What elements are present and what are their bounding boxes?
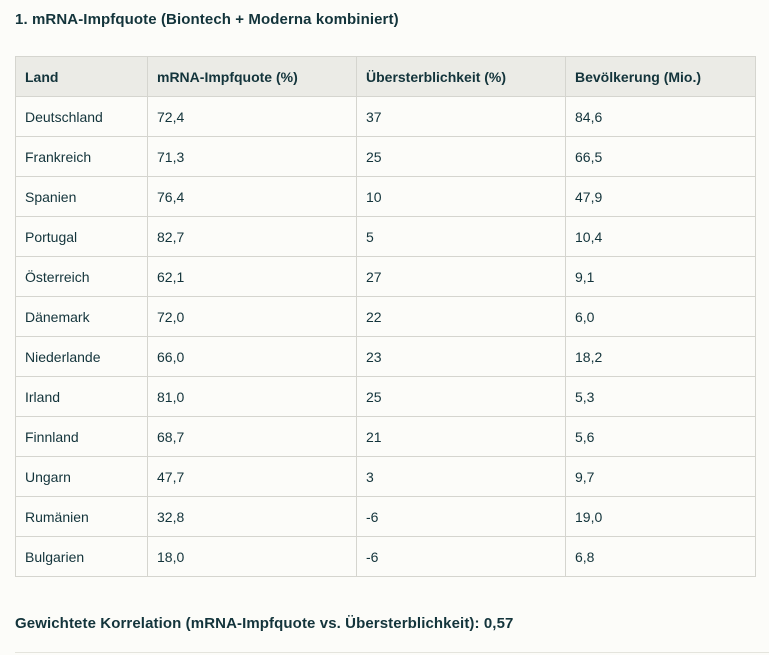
country-cell: Portugal <box>15 216 148 257</box>
value-cell: 21 <box>356 416 566 457</box>
value-cell: 25 <box>356 136 566 177</box>
value-cell: 6,0 <box>565 296 756 337</box>
column-header: mRNA-Impfquote (%) <box>147 56 357 97</box>
value-cell: 18,0 <box>147 536 357 577</box>
table-row: Rumänien 32,8 -6 19,0 <box>15 496 756 537</box>
table-row: Ungarn 47,7 3 9,7 <box>15 456 756 497</box>
value-cell: 66,5 <box>565 136 756 177</box>
country-cell: Irland <box>15 376 148 417</box>
value-cell: 5,6 <box>565 416 756 457</box>
value-cell: -6 <box>356 496 566 537</box>
value-cell: 81,0 <box>147 376 357 417</box>
table-row: Bulgarien 18,0 -6 6,8 <box>15 536 756 577</box>
vaccination-mortality-table: Land mRNA-Impfquote (%) Übersterblichkeit … <box>15 56 756 577</box>
section-title: 1. mRNA-Impfquote (Biontech + Moderna ko… <box>15 11 399 28</box>
table-row: Deutschland 72,4 37 84,6 <box>15 96 756 137</box>
value-cell: 18,2 <box>565 336 756 377</box>
value-cell: 72,0 <box>147 296 357 337</box>
value-cell: 62,1 <box>147 256 357 297</box>
country-cell: Spanien <box>15 176 148 217</box>
table-row: Portugal 82,7 5 10,4 <box>15 216 756 257</box>
country-cell: Frankreich <box>15 136 148 177</box>
country-cell: Bulgarien <box>15 536 148 577</box>
value-cell: 9,1 <box>565 256 756 297</box>
value-cell: 82,7 <box>147 216 357 257</box>
column-header: Land <box>15 56 148 97</box>
value-cell: 68,7 <box>147 416 357 457</box>
value-cell: 32,8 <box>147 496 357 537</box>
value-cell: 47,9 <box>565 176 756 217</box>
country-cell: Deutschland <box>15 96 148 137</box>
value-cell: 23 <box>356 336 566 377</box>
value-cell: 5 <box>356 216 566 257</box>
value-cell: 5,3 <box>565 376 756 417</box>
value-cell: 71,3 <box>147 136 357 177</box>
value-cell: 47,7 <box>147 456 357 497</box>
column-header: Bevölkerung (Mio.) <box>565 56 756 97</box>
value-cell: 27 <box>356 256 566 297</box>
value-cell: 22 <box>356 296 566 337</box>
column-header: Übersterblichkeit (%) <box>356 56 566 97</box>
value-cell: 9,7 <box>565 456 756 497</box>
country-cell: Ungarn <box>15 456 148 497</box>
value-cell: 10,4 <box>565 216 756 257</box>
value-cell: 84,6 <box>565 96 756 137</box>
country-cell: Dänemark <box>15 296 148 337</box>
country-cell: Rumänien <box>15 496 148 537</box>
table-header-row: Land mRNA-Impfquote (%) Übersterblichkeit … <box>15 56 756 97</box>
value-cell: 10 <box>356 176 566 217</box>
table-row: Finnland 68,7 21 5,6 <box>15 416 756 457</box>
table-row: Irland 81,0 25 5,3 <box>15 376 756 417</box>
value-cell: 6,8 <box>565 536 756 577</box>
value-cell: 66,0 <box>147 336 357 377</box>
value-cell: -6 <box>356 536 566 577</box>
table-row: Dänemark 72,0 22 6,0 <box>15 296 756 337</box>
value-cell: 72,4 <box>147 96 357 137</box>
value-cell: 3 <box>356 456 566 497</box>
table-row: Spanien 76,4 10 47,9 <box>15 176 756 217</box>
value-cell: 37 <box>356 96 566 137</box>
table-row: Niederlande 66,0 23 18,2 <box>15 336 756 377</box>
country-cell: Finnland <box>15 416 148 457</box>
bottom-divider <box>15 652 769 653</box>
correlation-note: Gewichtete Korrelation (mRNA-Impfquote v… <box>15 615 514 632</box>
value-cell: 25 <box>356 376 566 417</box>
value-cell: 19,0 <box>565 496 756 537</box>
country-cell: Österreich <box>15 256 148 297</box>
table-row: Österreich 62,1 27 9,1 <box>15 256 756 297</box>
value-cell: 76,4 <box>147 176 357 217</box>
table-body: Deutschland 72,4 37 84,6 Frankreich 71,3 25 66,… <box>15 96 756 577</box>
table-row: Frankreich 71,3 25 66,5 <box>15 136 756 177</box>
country-cell: Niederlande <box>15 336 148 377</box>
